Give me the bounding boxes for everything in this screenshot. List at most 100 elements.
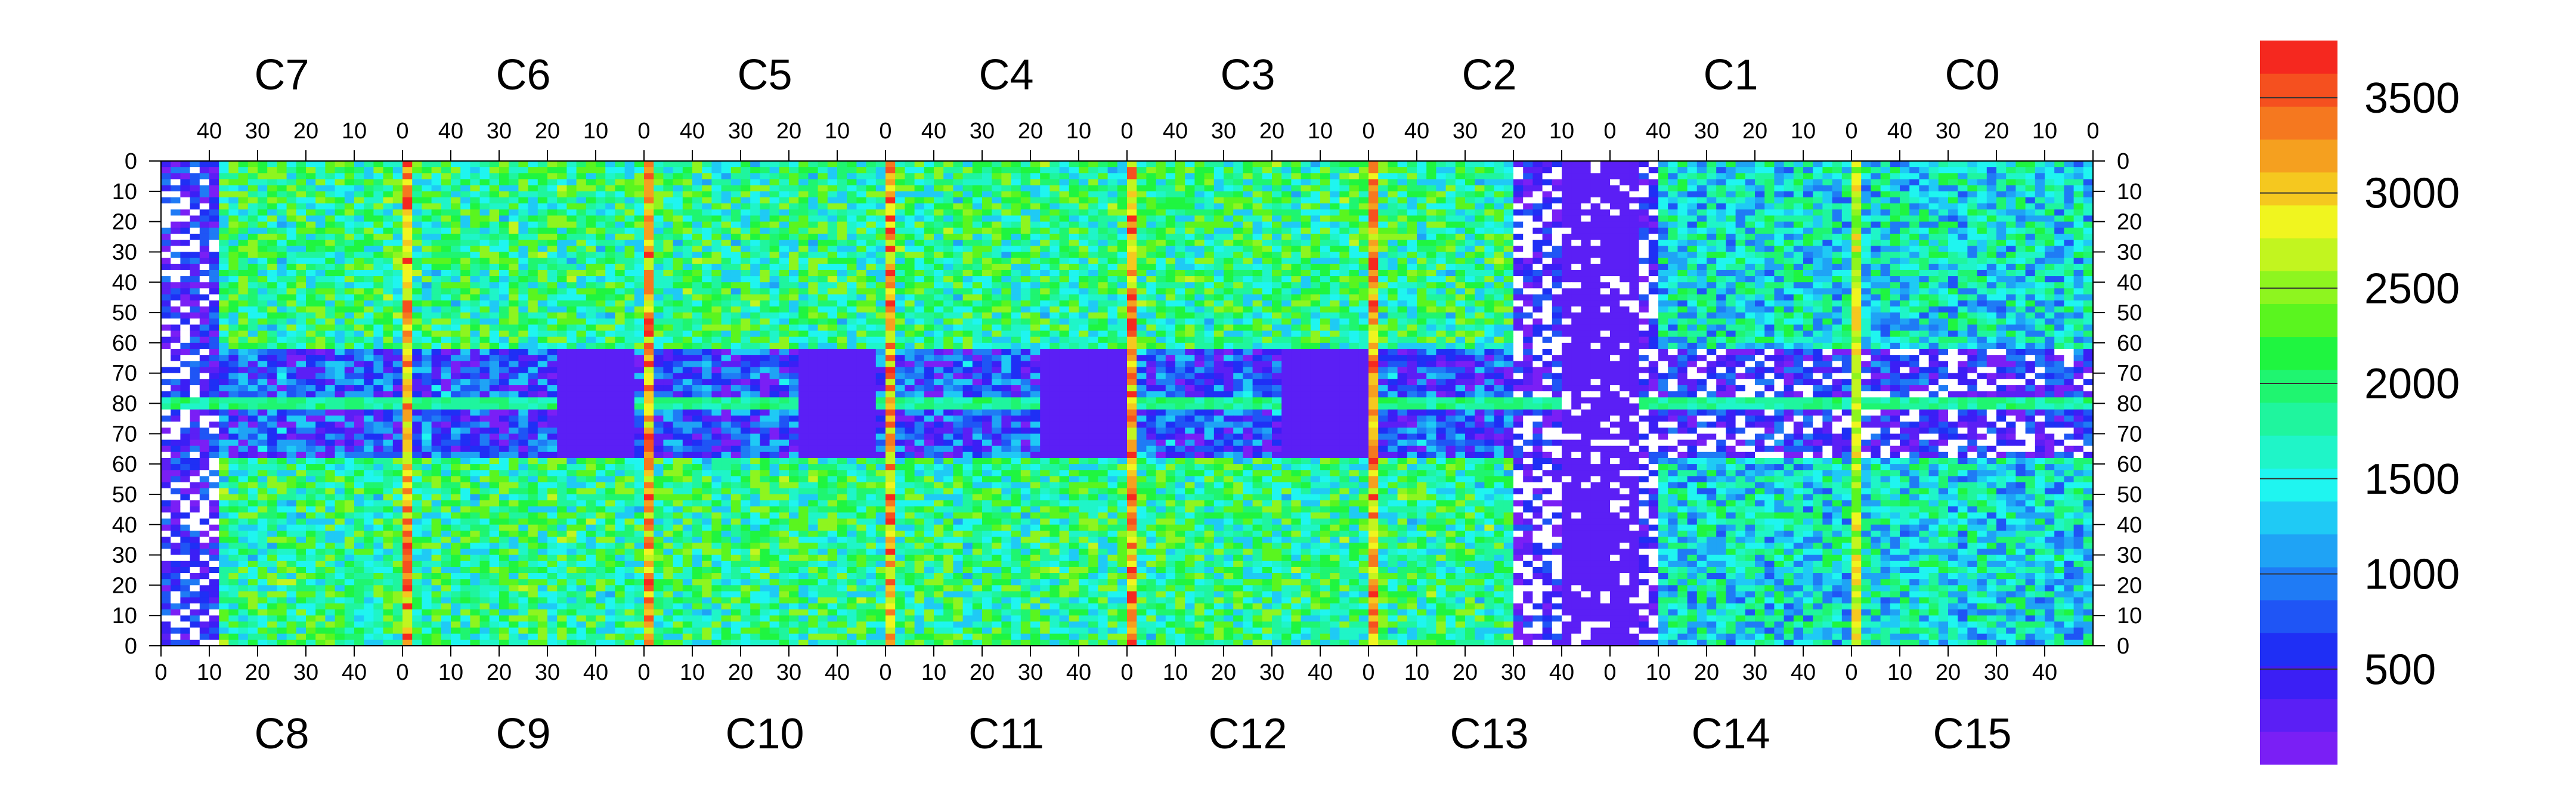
heatmap-cell (306, 233, 316, 240)
heatmap-cell (161, 221, 171, 228)
heatmap-cell (1330, 185, 1340, 192)
heatmap-cell (866, 173, 877, 179)
heatmap-cell (199, 288, 210, 295)
heatmap-cell (769, 288, 780, 295)
heatmap-cell (1455, 197, 1466, 204)
heatmap-cell (2025, 264, 2036, 271)
heatmap-cell (1562, 209, 1572, 216)
heatmap-cell (277, 300, 287, 307)
heatmap-cell (779, 264, 789, 271)
heatmap-cell (1213, 185, 1224, 192)
heatmap-cell (402, 294, 413, 301)
heatmap-cell (702, 276, 712, 283)
heatmap-cell (1542, 306, 1553, 313)
heatmap-cell (1310, 191, 1321, 198)
heatmap-cell (1011, 179, 1021, 186)
heatmap-cell (412, 270, 422, 277)
heatmap-cell (1243, 221, 1253, 228)
heatmap-cell (460, 227, 470, 234)
heatmap-cell (557, 270, 567, 277)
heatmap-cell (392, 227, 403, 234)
heatmap-cell (1841, 246, 1852, 252)
heatmap-cell (866, 191, 877, 198)
heatmap-cell (837, 209, 847, 216)
heatmap-cell (199, 258, 210, 265)
heatmap-cell (1407, 173, 1417, 179)
heatmap-cell (798, 300, 809, 307)
heatmap-cell (1030, 185, 1041, 192)
heatmap-cell (750, 270, 760, 277)
heatmap-cell (509, 282, 519, 289)
heatmap-cell (1368, 221, 1379, 228)
heatmap-cell (1001, 270, 1011, 277)
heatmap-cell (518, 240, 528, 246)
heatmap-cell (730, 282, 741, 289)
heatmap-cell (460, 300, 470, 307)
heatmap-cell (1320, 161, 1330, 168)
heatmap-cell (1445, 276, 1456, 283)
heatmap-cell (325, 167, 335, 174)
heatmap-cell (962, 167, 973, 174)
heatmap-cell (741, 258, 751, 265)
heatmap-cell (1919, 282, 1929, 289)
heatmap-cell (1001, 258, 1011, 265)
heatmap-cell (1986, 306, 1997, 313)
heatmap-cell (344, 306, 355, 313)
heatmap-cell (1755, 306, 1765, 313)
heatmap-cell (190, 270, 200, 277)
heatmap-cell (634, 215, 645, 222)
heatmap-cell (1610, 191, 1620, 198)
heatmap-cell (557, 264, 567, 271)
heatmap-cell (354, 306, 364, 313)
heatmap-cell (460, 264, 470, 271)
heatmap-cell (615, 246, 625, 252)
heatmap-cell (1330, 240, 1340, 246)
heatmap-cell (943, 167, 953, 174)
heatmap-cell (1764, 264, 1775, 271)
heatmap-cell (1639, 161, 1649, 168)
heatmap-cell (1107, 264, 1118, 271)
heatmap-cell (605, 173, 615, 179)
heatmap-cell (1224, 252, 1234, 258)
heatmap-cell (1455, 276, 1466, 283)
heatmap-cell (856, 215, 866, 222)
heatmap-cell (1243, 288, 1253, 295)
heatmap-cell (634, 185, 645, 192)
heatmap-cell (180, 197, 190, 204)
heatmap-cell (1552, 270, 1562, 277)
heatmap-cell (1001, 300, 1011, 307)
heatmap-cell (1909, 252, 1919, 258)
heatmap-cell (354, 270, 364, 277)
heatmap-cell (1156, 179, 1166, 186)
heatmap-cell (692, 300, 702, 307)
heatmap-cell (808, 300, 818, 307)
heatmap-cell (470, 258, 480, 265)
heatmap-cell (219, 209, 229, 216)
heatmap-cell (1764, 282, 1775, 289)
heatmap-cell (566, 294, 577, 301)
heatmap-cell (451, 264, 461, 271)
heatmap-cell (875, 252, 886, 258)
heatmap-cell (1900, 252, 1910, 258)
heatmap-cell (1475, 221, 1485, 228)
heatmap-cell (1639, 209, 1649, 216)
heatmap-cell (392, 276, 403, 283)
heatmap-cell (547, 179, 558, 186)
heatmap-cell (818, 161, 828, 168)
heatmap-cell (2045, 227, 2055, 234)
heatmap-cell (1165, 215, 1176, 222)
heatmap-cell (943, 270, 953, 277)
heatmap-cell (1832, 197, 1843, 204)
heatmap-cell (509, 258, 519, 265)
heatmap-cell (180, 221, 190, 228)
heatmap-cell (1774, 227, 1784, 234)
heatmap-cell (277, 209, 287, 216)
heatmap-cell (1233, 246, 1243, 252)
heatmap-cell (856, 209, 866, 216)
heatmap-cell (741, 270, 751, 277)
heatmap-cell (1861, 203, 1871, 210)
heatmap-cell (1967, 288, 1977, 295)
heatmap-cell (1755, 264, 1765, 271)
heatmap-cell (373, 197, 383, 204)
heatmap-cell (2035, 270, 2045, 277)
